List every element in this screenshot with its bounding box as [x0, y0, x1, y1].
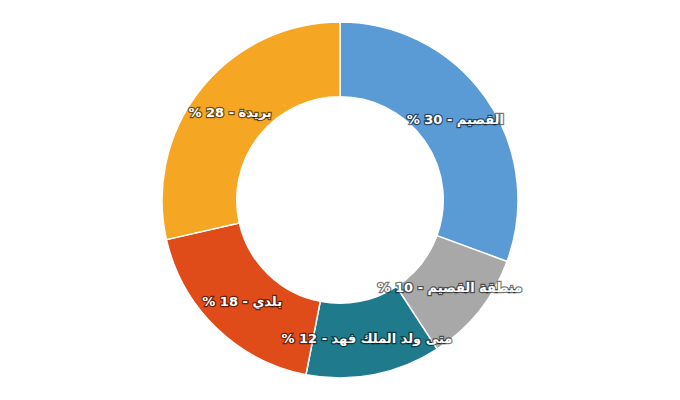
donut-chart: % 30 - القصيم % 10 - منطقة القصيم % 12 - م…: [0, 0, 680, 400]
slice: [340, 22, 518, 261]
data-label: % 28 - بريدة: [188, 105, 271, 120]
data-labels: % 30 - القصيم % 10 - منطقة القصيم % 12 - م…: [188, 105, 522, 346]
data-label: % 18 - بلدي: [202, 294, 282, 309]
slice: [162, 22, 340, 240]
data-label: % 10 - منطقة القصيم: [377, 280, 522, 295]
data-label: % 12 - متى ولد الملك فهد: [282, 331, 453, 346]
slices: [162, 22, 518, 378]
slice: [166, 223, 320, 375]
chart-container: % 30 - القصيم % 10 - منطقة القصيم % 12 - م…: [0, 0, 680, 400]
data-label: % 30 - القصيم: [407, 112, 504, 127]
